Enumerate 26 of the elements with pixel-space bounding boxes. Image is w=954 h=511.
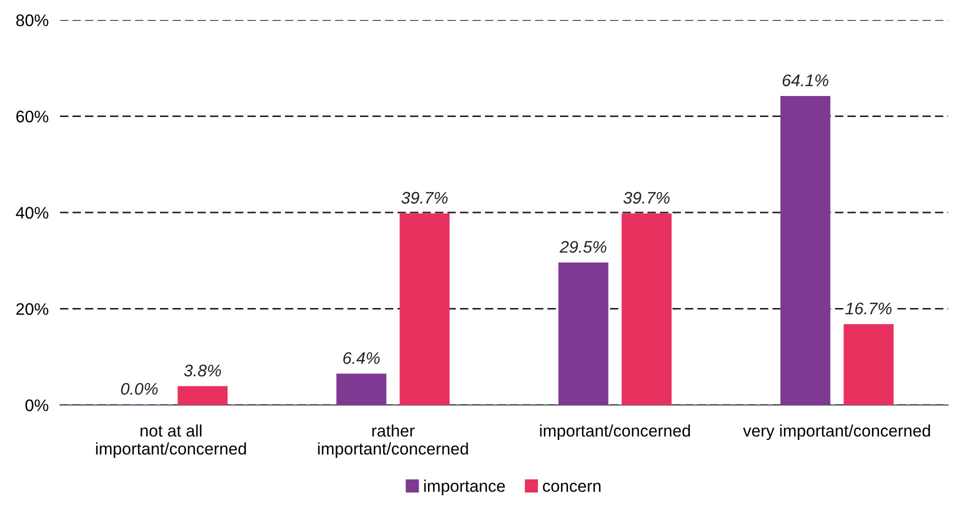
bar bbox=[178, 386, 228, 405]
bar bbox=[558, 262, 608, 405]
bar bbox=[400, 213, 450, 405]
y-tick-label: 0% bbox=[25, 399, 48, 412]
bar bbox=[622, 213, 672, 405]
x-tick-label: important/concerned bbox=[540, 424, 690, 440]
data-label: 3.8% bbox=[184, 364, 221, 376]
y-tick-label: 80% bbox=[16, 14, 48, 26]
data-label: 0.0% bbox=[121, 382, 158, 395]
bar bbox=[780, 96, 830, 405]
x-tick-label: very important/concerned bbox=[743, 424, 930, 440]
data-label: 16.7% bbox=[845, 302, 892, 314]
data-label: 39.7% bbox=[401, 192, 448, 204]
data-label: 29.5% bbox=[560, 240, 606, 253]
bar bbox=[336, 374, 386, 405]
y-tick-label: 40% bbox=[16, 206, 48, 219]
data-label: 6.4% bbox=[343, 352, 380, 364]
x-tick-label: not at all important/concerned bbox=[96, 424, 246, 458]
x-tick-label: rather important/concerned bbox=[318, 424, 468, 458]
data-label: 39.7% bbox=[623, 192, 670, 204]
legend-label: importance bbox=[424, 480, 505, 496]
bar bbox=[844, 324, 894, 405]
y-tick-label: 60% bbox=[16, 110, 48, 122]
data-label: 64.1% bbox=[782, 74, 828, 86]
legend-label: concern bbox=[542, 482, 600, 492]
y-tick-label: 20% bbox=[16, 303, 48, 315]
